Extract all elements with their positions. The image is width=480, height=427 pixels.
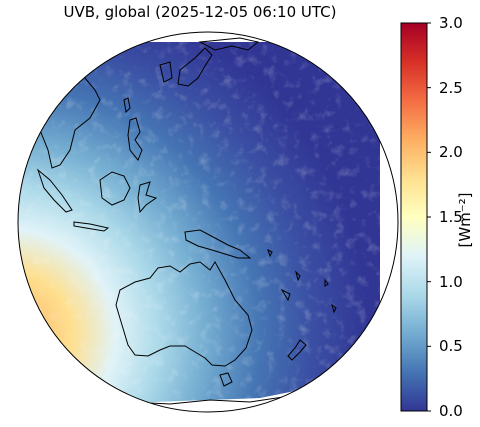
coastline-sulawesi — [137, 181, 158, 214]
coastline-philippines — [127, 117, 143, 161]
coastline-borneo — [99, 171, 131, 206]
colorbar-tick-label: 0.0 — [439, 402, 463, 420]
coastline-tasmania — [219, 372, 233, 387]
coastline-japan — [177, 47, 213, 87]
colorbar-tick-label: 1.5 — [439, 208, 463, 226]
colorbar-tick-label: 2.0 — [439, 143, 463, 162]
colorbar-gradient — [400, 22, 428, 412]
coastline-korea — [159, 61, 173, 83]
colorbar — [400, 22, 431, 412]
uvb-field — [18, 42, 380, 410]
colorbar-tick-label: 0.5 — [439, 337, 463, 356]
map-title: UVB, global (2025-12-05 06:10 UTC) — [63, 3, 337, 21]
colorbar-tick-label: 2.5 — [439, 78, 463, 97]
colorbar-label: [Wm⁻²] — [456, 192, 474, 248]
coastline-russia — [198, 37, 260, 51]
coastline-sumatra — [36, 168, 73, 213]
colorbar-tick-label: 3.0 — [439, 14, 463, 32]
colorbar-tick-label: 1.0 — [439, 272, 463, 291]
coastline-pacific-islands — [267, 249, 337, 314]
coastline-new-guinea — [184, 229, 252, 259]
coastline-antarctica — [129, 395, 291, 405]
colorbar-ticks — [427, 22, 431, 412]
coastline-java — [73, 221, 110, 232]
coastline-australia — [115, 261, 253, 367]
coastline-new-zealand — [287, 339, 307, 361]
coastline-taiwan — [123, 97, 131, 114]
globe-outline — [17, 31, 399, 413]
